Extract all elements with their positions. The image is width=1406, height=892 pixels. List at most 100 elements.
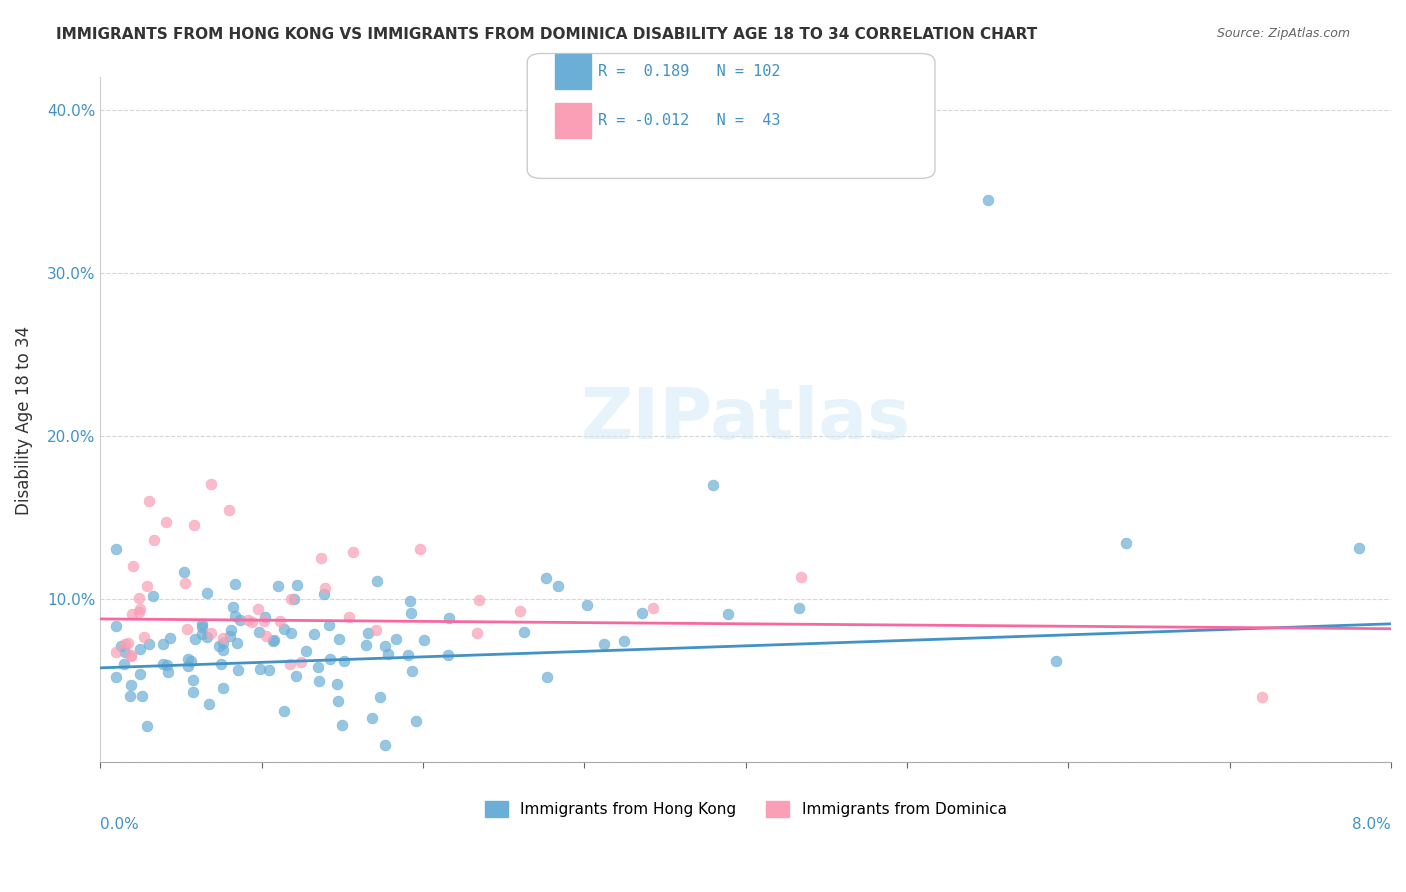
Text: 8.0%: 8.0% [1353, 817, 1391, 832]
Point [219, 623, 242, 637]
Point [253, 614, 276, 628]
Point [129, 666, 152, 681]
Point [117, 636, 139, 650]
Text: IMMIGRANTS FROM HONG KONG VS IMMIGRANTS FROM DOMINICA DISABILITY AGE 18 TO 34 CO: IMMIGRANTS FROM HONG KONG VS IMMIGRANTS … [56, 27, 1038, 42]
Point [401, 607, 423, 621]
Point [173, 565, 195, 579]
Point [593, 637, 616, 651]
Point [191, 616, 214, 631]
Point [401, 664, 423, 678]
Point [247, 625, 270, 640]
Point [191, 627, 214, 641]
Point [269, 614, 291, 628]
Point [1115, 535, 1137, 549]
Point [280, 657, 302, 672]
Point [129, 641, 152, 656]
Point [439, 611, 461, 625]
Point [309, 550, 332, 565]
Point [155, 515, 177, 529]
Point [266, 579, 288, 593]
Point [120, 648, 142, 663]
Point [513, 625, 536, 640]
Point [226, 663, 249, 677]
Point [254, 629, 277, 643]
Point [318, 617, 340, 632]
Point [120, 678, 142, 692]
Point [136, 719, 159, 733]
Point [312, 587, 335, 601]
Point [377, 647, 399, 661]
Point [152, 657, 174, 672]
Point [183, 632, 205, 646]
Point [405, 714, 427, 728]
Point [195, 586, 218, 600]
Point [357, 626, 380, 640]
Point [195, 630, 218, 644]
Point [396, 648, 419, 663]
Point [1251, 690, 1274, 705]
Point [105, 541, 128, 556]
Point [302, 627, 325, 641]
Point [342, 545, 364, 559]
Point [219, 629, 242, 643]
Point [308, 674, 330, 689]
Point [225, 636, 247, 650]
Point [465, 626, 488, 640]
Point [212, 681, 235, 695]
Point [141, 589, 163, 603]
Text: R =  0.189   N = 102: R = 0.189 N = 102 [598, 64, 780, 78]
Point [236, 613, 259, 627]
Point [180, 654, 202, 668]
Point [128, 605, 150, 619]
Point [787, 601, 810, 615]
Point [200, 477, 222, 491]
Point [208, 639, 231, 653]
Point [1045, 654, 1067, 668]
Point [181, 673, 204, 688]
Point [509, 604, 531, 618]
Point [177, 651, 200, 665]
Point [976, 193, 998, 207]
Text: R = -0.012   N =  43: R = -0.012 N = 43 [598, 113, 780, 128]
Point [211, 631, 233, 645]
Point [121, 559, 143, 574]
Point [295, 644, 318, 658]
Text: 0.0%: 0.0% [100, 817, 139, 832]
Y-axis label: Disability Age 18 to 34: Disability Age 18 to 34 [15, 326, 32, 515]
Point [273, 623, 295, 637]
Point [284, 668, 307, 682]
Point [576, 598, 599, 612]
Point [536, 670, 558, 684]
Point [536, 571, 558, 585]
Point [374, 738, 396, 752]
Point [152, 637, 174, 651]
Point [138, 494, 160, 508]
Point [361, 711, 384, 725]
Point [181, 685, 204, 699]
Point [354, 638, 377, 652]
Point [1347, 541, 1369, 555]
Point [128, 591, 150, 605]
Point [374, 639, 396, 653]
Point [191, 620, 214, 634]
Point [246, 602, 269, 616]
Point [138, 637, 160, 651]
Point [132, 630, 155, 644]
Point [319, 652, 342, 666]
Legend: Immigrants from Hong Kong, Immigrants from Dominica: Immigrants from Hong Kong, Immigrants fr… [478, 795, 1012, 823]
Point [337, 610, 360, 624]
Point [240, 615, 263, 630]
Point [249, 662, 271, 676]
Point [326, 694, 349, 708]
Text: ZIPatlas: ZIPatlas [581, 385, 911, 454]
Point [229, 613, 252, 627]
Point [641, 600, 664, 615]
Point [467, 593, 489, 607]
Point [253, 610, 276, 624]
Point [290, 655, 312, 669]
Point [262, 634, 284, 648]
Point [200, 625, 222, 640]
Point [716, 607, 738, 621]
Point [121, 607, 143, 621]
Text: Source: ZipAtlas.com: Source: ZipAtlas.com [1216, 27, 1350, 40]
